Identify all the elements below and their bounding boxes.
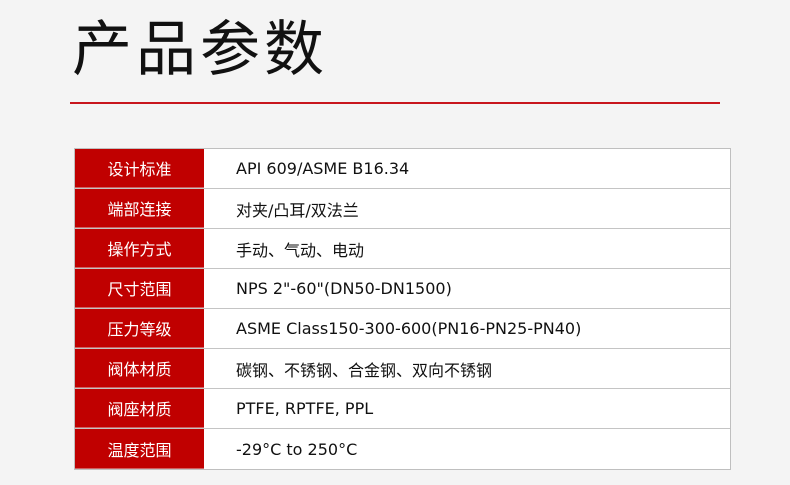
row-value: -29°C to 250°C xyxy=(204,429,730,469)
parameter-table: 设计标准 API 609/ASME B16.34 端部连接 对夹/凸耳/双法兰 操作… xyxy=(74,148,731,470)
row-label: 设计标准 xyxy=(75,149,204,188)
row-value: 对夹/凸耳/双法兰 xyxy=(204,189,730,228)
row-label: 端部连接 xyxy=(75,189,204,228)
row-label: 操作方式 xyxy=(75,229,204,268)
table-row: 阀体材质 碳钢、不锈钢、合金钢、双向不锈钢 xyxy=(75,349,730,389)
row-label: 阀座材质 xyxy=(75,389,204,428)
row-label: 阀体材质 xyxy=(75,349,204,388)
row-label: 压力等级 xyxy=(75,309,204,348)
row-value: API 609/ASME B16.34 xyxy=(204,149,730,188)
row-value: PTFE, RPTFE, PPL xyxy=(204,389,730,428)
row-value: NPS 2"-60"(DN50-DN1500) xyxy=(204,269,730,308)
table-row: 尺寸范围 NPS 2"-60"(DN50-DN1500) xyxy=(75,269,730,309)
table-row: 设计标准 API 609/ASME B16.34 xyxy=(75,149,730,189)
table-row: 温度范围 -29°C to 250°C xyxy=(75,429,730,469)
row-value: 碳钢、不锈钢、合金钢、双向不锈钢 xyxy=(204,349,730,388)
row-value: ASME Class150-300-600(PN16-PN25-PN40) xyxy=(204,309,730,348)
row-label: 尺寸范围 xyxy=(75,269,204,308)
table-row: 压力等级 ASME Class150-300-600(PN16-PN25-PN40… xyxy=(75,309,730,349)
title-divider xyxy=(70,102,720,104)
row-value: 手动、气动、电动 xyxy=(204,229,730,268)
table-row: 端部连接 对夹/凸耳/双法兰 xyxy=(75,189,730,229)
table-row: 操作方式 手动、气动、电动 xyxy=(75,229,730,269)
page-title: 产品参数 xyxy=(72,15,328,85)
table-row: 阀座材质 PTFE, RPTFE, PPL xyxy=(75,389,730,429)
row-label: 温度范围 xyxy=(75,429,204,469)
